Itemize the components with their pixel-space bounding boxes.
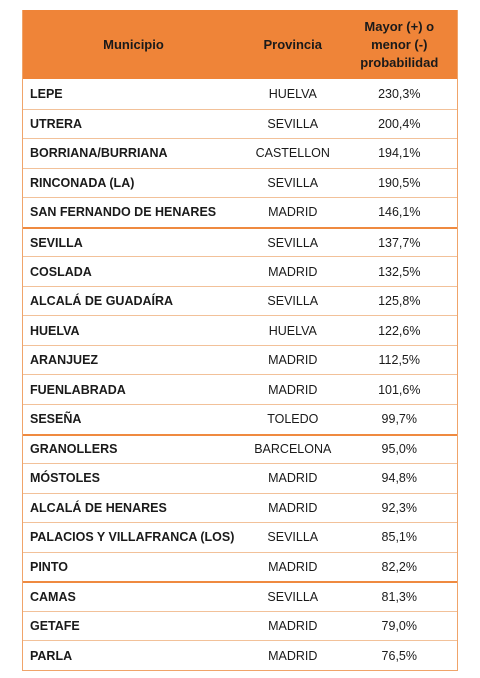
cell-probabilidad: 137,7%	[378, 235, 421, 250]
cell-probabilidad: 230,3%	[378, 86, 421, 101]
cell-provincia: CASTELLON	[255, 146, 330, 161]
table-row: SESEÑA TOLEDO 99,7%	[23, 404, 457, 434]
table-row: SEVILLA SEVILLA 137,7%	[23, 226, 457, 257]
cell-provincia: HUELVA	[268, 86, 317, 101]
cell-municipio: SEVILLA	[30, 235, 83, 250]
cell-provincia: MADRID	[268, 382, 318, 397]
table-row: GRANOLLERS BARCELONA 95,0%	[23, 433, 457, 464]
cell-provincia: SEVILLA	[267, 530, 319, 545]
cell-probabilidad: 85,1%	[381, 530, 417, 545]
cell-municipio: GRANOLLERS	[30, 442, 118, 457]
table-row: LEPE HUELVA 230,3%	[23, 79, 457, 109]
cell-municipio: ARANJUEZ	[30, 353, 99, 368]
cell-provincia: MADRID	[268, 471, 318, 486]
cell-municipio: HUELVA	[30, 323, 80, 338]
cell-probabilidad: 200,4%	[378, 116, 421, 131]
table-row: PARLA MADRID 76,5%	[23, 640, 457, 670]
table-row: PINTO MADRID 82,2%	[23, 551, 457, 582]
table-row: CAMAS SEVILLA 81,3%	[23, 581, 457, 611]
table-row: GETAFE MADRID 79,0%	[23, 610, 457, 641]
cell-municipio: PINTO	[30, 560, 68, 575]
header-probabilidad: Mayor (+) o menor (-) probabilidad	[342, 10, 458, 79]
header-probabilidad-line3: probabilidad	[360, 54, 439, 70]
cell-municipio: FUENLABRADA	[30, 382, 126, 397]
cell-provincia: SEVILLA	[267, 294, 319, 309]
cell-municipio: CAMAS	[30, 590, 76, 605]
table-row: FUENLABRADA MADRID 101,6%	[23, 374, 457, 404]
cell-provincia: SEVILLA	[267, 116, 319, 131]
table-row: RINCONADA (LA) SEVILLA 190,5%	[23, 167, 457, 198]
cell-provincia: MADRID	[268, 500, 318, 515]
table-row: BORRIANA/BURRIANA CASTELLON 194,1%	[23, 138, 457, 168]
cell-probabilidad: 190,5%	[378, 175, 421, 190]
cell-municipio: SESEÑA	[30, 412, 82, 427]
cell-provincia: MADRID	[268, 353, 318, 368]
cell-provincia: SEVILLA	[267, 235, 319, 250]
table-row: HUELVA HUELVA 122,6%	[23, 315, 457, 345]
table-row: COSLADA MADRID 132,5%	[23, 256, 457, 286]
table-row: SAN FERNANDO DE HENARES MADRID 146,1%	[23, 197, 457, 227]
cell-provincia: MADRID	[268, 648, 318, 663]
cell-probabilidad: 125,8%	[378, 294, 421, 309]
cell-probabilidad: 122,6%	[378, 323, 421, 338]
cell-municipio: BORRIANA/BURRIANA	[30, 146, 168, 161]
table-row: PALACIOS Y VILLAFRANCA (LOS) SEVILLA 85,…	[23, 522, 457, 552]
cell-municipio: PARLA	[30, 648, 73, 663]
cell-probabilidad: 112,5%	[378, 353, 420, 368]
cell-municipio: PALACIOS Y VILLAFRANCA (LOS)	[30, 530, 235, 545]
cell-provincia: SEVILLA	[267, 175, 319, 190]
cell-provincia: MADRID	[268, 264, 318, 279]
cell-provincia: SEVILLA	[267, 590, 319, 605]
cell-municipio: UTRERA	[30, 116, 83, 131]
cell-municipio: COSLADA	[30, 264, 92, 279]
cell-provincia: MADRID	[268, 205, 318, 220]
cell-probabilidad: 92,3%	[381, 500, 417, 515]
cell-municipio: SAN FERNANDO DE HENARES	[30, 205, 217, 220]
cell-probabilidad: 101,6%	[378, 382, 421, 397]
table-row: ALCALÁ DE HENARES MADRID 92,3%	[23, 492, 457, 523]
table-header: Municipio Provincia Mayor (+) o menor (-…	[23, 10, 457, 79]
cell-probabilidad: 76,5%	[381, 648, 417, 663]
header-municipio: Municipio	[103, 36, 164, 52]
cell-municipio: GETAFE	[30, 619, 80, 634]
cell-municipio: RINCONADA (LA)	[30, 175, 135, 190]
cell-municipio: ALCALÁ DE GUADAÍRA	[30, 294, 174, 309]
cell-probabilidad: 95,0%	[381, 442, 417, 457]
cell-probabilidad: 94,8%	[381, 471, 417, 486]
table-row: ALCALÁ DE GUADAÍRA SEVILLA 125,8%	[23, 285, 457, 316]
cell-municipio: LEPE	[30, 86, 63, 101]
cell-probabilidad: 81,3%	[381, 590, 417, 605]
header-provincia: Provincia	[263, 36, 322, 52]
municipios-table: Municipio Provincia Mayor (+) o menor (-…	[22, 10, 458, 671]
cell-probabilidad: 194,1%	[378, 146, 421, 161]
table-row: MÓSTOLES MADRID 94,8%	[23, 463, 457, 493]
cell-municipio: ALCALÁ DE HENARES	[30, 500, 167, 515]
cell-probabilidad: 79,0%	[381, 619, 417, 634]
cell-probabilidad: 146,1%	[378, 205, 421, 220]
cell-provincia: BARCELONA	[254, 442, 332, 457]
header-probabilidad-line1: Mayor (+) o	[364, 18, 435, 34]
cell-municipio: MÓSTOLES	[30, 471, 100, 486]
cell-probabilidad: 99,7%	[381, 412, 417, 427]
cell-probabilidad: 82,2%	[381, 560, 417, 575]
cell-provincia: TOLEDO	[267, 412, 319, 427]
cell-provincia: MADRID	[268, 619, 318, 634]
cell-provincia: HUELVA	[268, 323, 317, 338]
table-row: UTRERA SEVILLA 200,4%	[23, 108, 457, 139]
cell-provincia: MADRID	[268, 560, 318, 575]
header-probabilidad-line2: menor (-)	[371, 36, 428, 52]
table-row: ARANJUEZ MADRID 112,5%	[23, 344, 457, 375]
cell-probabilidad: 132,5%	[378, 264, 421, 279]
